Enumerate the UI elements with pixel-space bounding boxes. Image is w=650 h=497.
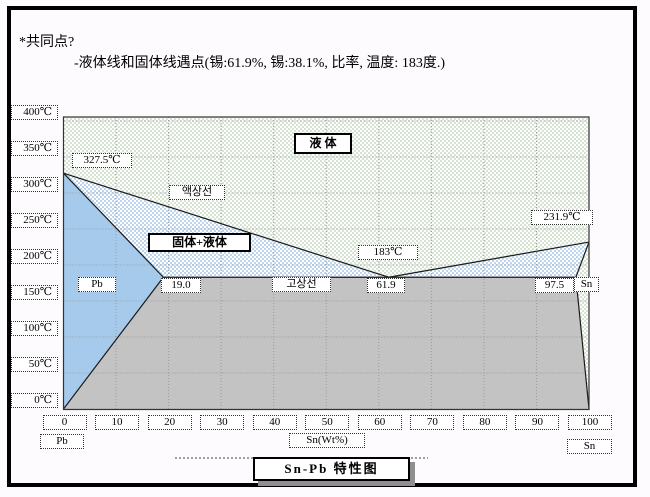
x-axis-left-element-pb: Pb: [40, 434, 84, 449]
x-tick-0: 0: [42, 415, 87, 430]
y-tick-250c: 250℃: [11, 212, 58, 228]
line-solidus-right: [575, 241, 590, 278]
y-tick-50c: 50℃: [11, 356, 58, 372]
line-solvus-alpha: [63, 276, 164, 410]
y-tick-0c: 0℃: [11, 392, 58, 408]
x-tick-40: 40: [252, 415, 297, 430]
x-tick-90: 90: [515, 415, 560, 430]
phase-boundary-lines: [63, 172, 590, 410]
label-pb-region: Pb: [78, 277, 116, 292]
phase-regions: [63, 117, 589, 409]
line-solidus-left: [63, 172, 164, 278]
x-axis-right-element-sn: Sn: [567, 439, 612, 454]
label-eutectic-temperature: 183℃: [358, 245, 418, 260]
x-tick-30: 30: [200, 415, 245, 430]
x-tick-100: 100: [568, 415, 612, 430]
chart-title: Sn-Pb 特性图: [253, 457, 410, 481]
page-border-frame: [7, 6, 637, 487]
label-liquid-region: 液 体: [294, 133, 352, 154]
label-solid-plus-liquid-region: 固体+液体: [148, 233, 251, 252]
y-tick-350c: 350℃: [11, 140, 58, 156]
y-tick-300c: 300℃: [11, 176, 58, 192]
x-tick-20: 20: [147, 415, 192, 430]
y-tick-400c: 400℃: [11, 104, 58, 120]
header-question: *共同点?: [19, 35, 75, 50]
label-solidus-line: 고상선: [272, 277, 331, 292]
x-axis-title: Sn(Wt%): [289, 433, 365, 448]
region-alpha-beta-solid: [63, 277, 589, 409]
label-eutectic-composition-61-9: 61.9: [367, 278, 405, 293]
label-sn-region: Sn: [574, 277, 599, 292]
y-tick-100c: 100℃: [11, 320, 58, 336]
x-tick-50: 50: [305, 415, 350, 430]
x-tick-60: 60: [357, 415, 402, 430]
label-pb-melting-point: 327.5℃: [72, 153, 132, 168]
label-sn-melting-point: 231.9℃: [531, 210, 593, 225]
header-answer: -液体线和固体线遇点(锡:61.9%, 锡:38.1%, 比率, 温度: 183…: [74, 56, 445, 71]
line-solvus-beta: [575, 277, 590, 410]
label-beta-limit-97-5: 97.5: [535, 278, 574, 293]
x-tick-10: 10: [95, 415, 140, 430]
x-tick-70: 70: [410, 415, 455, 430]
y-tick-200c: 200℃: [11, 248, 58, 264]
label-alpha-limit-19: 19.0: [161, 278, 201, 293]
plot-frame: [62, 116, 590, 411]
region-liquid: [63, 117, 589, 278]
label-liquidus-line: 액상선: [169, 185, 225, 200]
x-tick-80: 80: [462, 415, 507, 430]
y-tick-150c: 150℃: [11, 284, 58, 300]
